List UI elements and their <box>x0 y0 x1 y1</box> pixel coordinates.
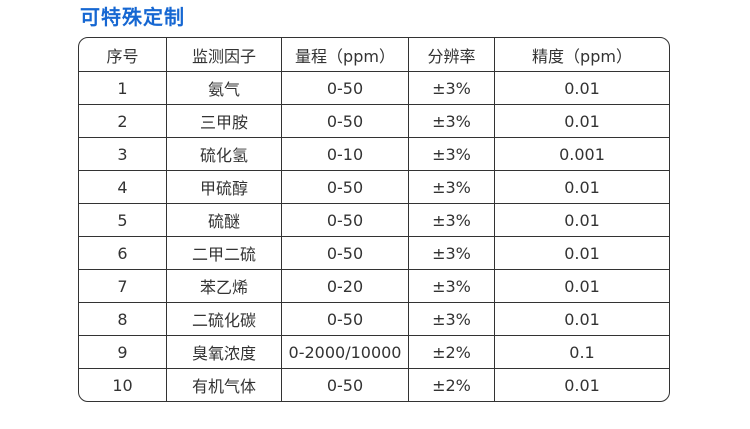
table-cell: ±3% <box>408 71 495 105</box>
table-row: 10 有机气体 0-50 ±2% 0.01 <box>79 368 669 401</box>
column-header: 分辨率 <box>408 38 495 72</box>
page-title: 可特殊定制 <box>80 5 185 29</box>
table-cell: 10 <box>79 368 167 401</box>
table-cell: 3 <box>79 137 167 171</box>
table-row: 6 二甲二硫 0-50 ±3% 0.01 <box>79 236 669 270</box>
table-cell: 0.01 <box>494 71 669 105</box>
column-header: 精度（ppm） <box>494 38 669 72</box>
table-row: 2 三甲胺 0-50 ±3% 0.01 <box>79 104 669 138</box>
table-cell: 0.01 <box>494 236 669 270</box>
table-cell: ±3% <box>408 269 495 303</box>
table-row: 4 甲硫醇 0-50 ±3% 0.01 <box>79 170 669 204</box>
table-cell: 0.1 <box>494 335 669 369</box>
table-cell: 0-50 <box>281 71 409 105</box>
table-row: 5 硫醚 0-50 ±3% 0.01 <box>79 203 669 237</box>
column-header: 量程（ppm） <box>281 38 409 72</box>
spec-table-container: 序号 监测因子 量程（ppm） 分辨率 精度（ppm） 1 氨气 0-50 ±3% 0.01 2 三… <box>78 37 670 402</box>
table-row: 3 硫化氢 0-10 ±3% 0.001 <box>79 137 669 171</box>
table-cell: 5 <box>79 203 167 237</box>
table-cell: 0-10 <box>281 137 409 171</box>
table-cell: 6 <box>79 236 167 270</box>
table-cell: 二硫化碳 <box>166 302 282 336</box>
table-row: 8 二硫化碳 0-50 ±3% 0.01 <box>79 302 669 336</box>
table-cell: ±3% <box>408 170 495 204</box>
column-header: 监测因子 <box>166 38 282 72</box>
table-cell: 氨气 <box>166 71 282 105</box>
table-cell: 0.01 <box>494 302 669 336</box>
table-cell: 0.01 <box>494 269 669 303</box>
table-cell: 苯乙烯 <box>166 269 282 303</box>
table-cell: 臭氧浓度 <box>166 335 282 369</box>
table-cell: 9 <box>79 335 167 369</box>
table-cell: 0-50 <box>281 368 409 401</box>
column-header: 序号 <box>79 38 167 72</box>
table-cell: 二甲二硫 <box>166 236 282 270</box>
table-cell: 7 <box>79 269 167 303</box>
spec-table-header: 序号 监测因子 量程（ppm） 分辨率 精度（ppm） <box>79 38 669 72</box>
table-cell: 0-20 <box>281 269 409 303</box>
table-cell: 0-50 <box>281 203 409 237</box>
table-cell: 有机气体 <box>166 368 282 401</box>
table-cell: 1 <box>79 71 167 105</box>
spec-table: 序号 监测因子 量程（ppm） 分辨率 精度（ppm） 1 氨气 0-50 ±3% 0.01 2 三… <box>79 38 669 401</box>
table-cell: 0-50 <box>281 170 409 204</box>
table-cell: 0.001 <box>494 137 669 171</box>
table-cell: 2 <box>79 104 167 138</box>
table-cell: ±2% <box>408 368 495 401</box>
table-cell: ±3% <box>408 302 495 336</box>
table-cell: ±3% <box>408 236 495 270</box>
table-cell: 甲硫醇 <box>166 170 282 204</box>
table-row: 1 氨气 0-50 ±3% 0.01 <box>79 71 669 105</box>
table-cell: 0.01 <box>494 170 669 204</box>
table-cell: 0-50 <box>281 236 409 270</box>
table-cell: 0.01 <box>494 104 669 138</box>
table-cell: 三甲胺 <box>166 104 282 138</box>
table-cell: 0-50 <box>281 302 409 336</box>
table-cell: ±3% <box>408 203 495 237</box>
table-cell: ±2% <box>408 335 495 369</box>
table-cell: 硫化氢 <box>166 137 282 171</box>
table-cell: 8 <box>79 302 167 336</box>
table-cell: 4 <box>79 170 167 204</box>
table-cell: ±3% <box>408 104 495 138</box>
table-cell: 0-2000/10000 <box>281 335 409 369</box>
table-cell: ±3% <box>408 137 495 171</box>
table-cell: 0.01 <box>564 375 600 395</box>
table-row: 9 臭氧浓度 0-2000/10000 ±2% 0.1 <box>79 335 669 369</box>
table-cell: 0.01 <box>494 203 669 237</box>
header-row: 序号 监测因子 量程（ppm） 分辨率 精度（ppm） <box>79 38 669 72</box>
table-cell: 硫醚 <box>166 203 282 237</box>
spec-table-body: 1 氨气 0-50 ±3% 0.01 2 三甲胺 0-50 ±3% 0.01 3 硫化氢 0-10 ±3%… <box>79 71 669 401</box>
table-row: 7 苯乙烯 0-20 ±3% 0.01 <box>79 269 669 303</box>
table-cell: 0-50 <box>281 104 409 138</box>
